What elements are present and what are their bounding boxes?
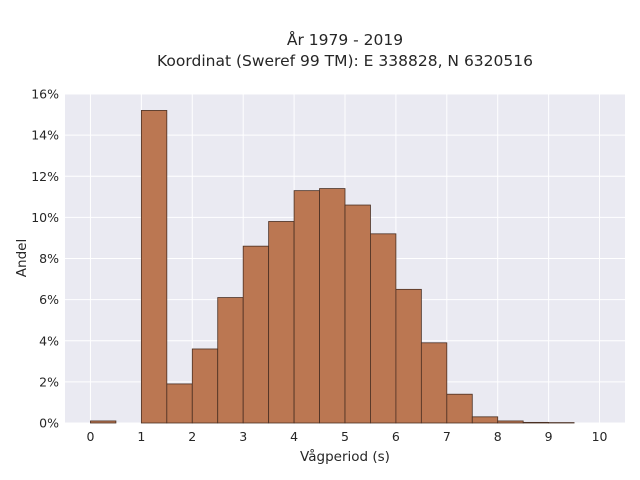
- histogram-bar: [268, 221, 295, 424]
- x-tick-label: 2: [188, 429, 196, 444]
- y-tick-label: 0%: [39, 416, 59, 431]
- x-tick-label: 7: [443, 429, 451, 444]
- chart-subtitle: Koordinat (Sweref 99 TM): E 338828, N 63…: [157, 52, 533, 70]
- bars: [90, 110, 575, 424]
- x-tick-label: 1: [137, 429, 145, 444]
- histogram-bar: [446, 393, 473, 424]
- x-tick-label: 6: [392, 429, 400, 444]
- x-axis-label: Vågperiod (s): [300, 448, 390, 465]
- x-tick-label: 0: [86, 429, 94, 444]
- x-tick-label: 3: [239, 429, 247, 444]
- x-tick-label: 10: [592, 429, 608, 444]
- chart-title: År 1979 - 2019: [287, 30, 403, 49]
- y-tick-label: 12%: [31, 169, 59, 184]
- histogram-bar: [370, 233, 397, 424]
- y-tick-label: 4%: [39, 333, 59, 348]
- histogram-bar: [319, 188, 346, 424]
- y-tick-label: 8%: [39, 251, 59, 266]
- y-tick-label: 10%: [31, 210, 59, 225]
- histogram-bar: [471, 416, 499, 424]
- y-tick-label: 14%: [31, 128, 59, 143]
- y-tick-label: 6%: [39, 292, 59, 307]
- x-tick-label: 5: [341, 429, 349, 444]
- x-tick-label: 8: [494, 429, 502, 444]
- histogram-bar: [293, 190, 320, 424]
- y-axis-label: Andel: [14, 239, 30, 277]
- histogram-bar: [522, 421, 550, 424]
- histogram-bar: [344, 204, 371, 424]
- histogram-bar: [90, 420, 117, 424]
- y-tick-label: 16%: [31, 87, 59, 102]
- histogram-bar: [395, 288, 422, 424]
- x-tick-label: 9: [545, 429, 553, 444]
- histogram-bar: [242, 245, 270, 424]
- histogram-bar: [166, 383, 193, 424]
- x-tick-label: 4: [290, 429, 298, 444]
- y-tick-label: 2%: [39, 374, 59, 389]
- histogram-bar: [191, 348, 219, 424]
- histogram-bar: [140, 110, 168, 424]
- tick-labels: 0 1 2 3 4 5 6 7 8 9 10 0% 2% 4% 6% 8% 10% 12% 14% 16%: [31, 87, 607, 445]
- histogram-bar: [217, 297, 244, 424]
- histogram-bar: [497, 420, 524, 424]
- histogram-bar: [420, 342, 448, 424]
